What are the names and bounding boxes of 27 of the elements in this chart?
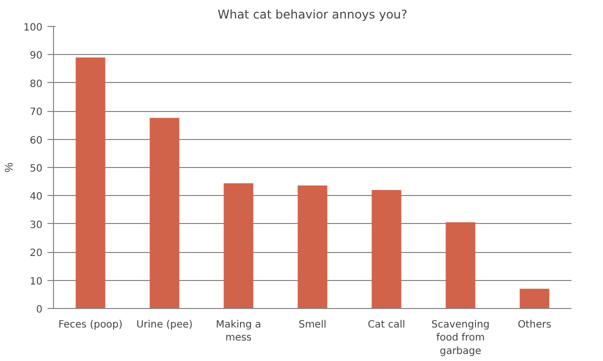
x-tick-label: Others [518, 320, 552, 330]
y-tick-label: 10 [30, 276, 43, 288]
y-tick-label: 60 [30, 135, 43, 146]
bar [298, 186, 328, 308]
y-tick-label: 50 [30, 164, 43, 174]
y-tick-label: 100 [23, 22, 43, 34]
x-tick-label: Smell [298, 320, 326, 330]
x-tick-label: Scavenging food from garbage [431, 320, 490, 357]
y-tick-label: 20 [30, 248, 43, 260]
y-tick-label: 40 [30, 192, 43, 203]
bar [446, 222, 476, 308]
bar [150, 118, 180, 308]
bar [372, 190, 402, 308]
bar [76, 58, 106, 308]
y-tick-label: 80 [30, 78, 43, 90]
y-tick-label: 70 [30, 107, 43, 118]
x-tick-label: Cat call [368, 320, 406, 330]
chart-title: What cat behavior annoys you? [218, 8, 408, 22]
bar [520, 288, 550, 308]
y-axis-title: % [3, 162, 16, 172]
x-tick-label: Urine (pee) [136, 320, 193, 330]
y-tick-label: 0 [36, 304, 43, 316]
y-tick-label: 90 [30, 50, 43, 62]
x-tick-label: Feces (poop) [58, 320, 123, 330]
y-tick-label: 30 [30, 220, 43, 231]
bar [224, 183, 254, 308]
x-tick-label: Making a mess [216, 320, 262, 344]
